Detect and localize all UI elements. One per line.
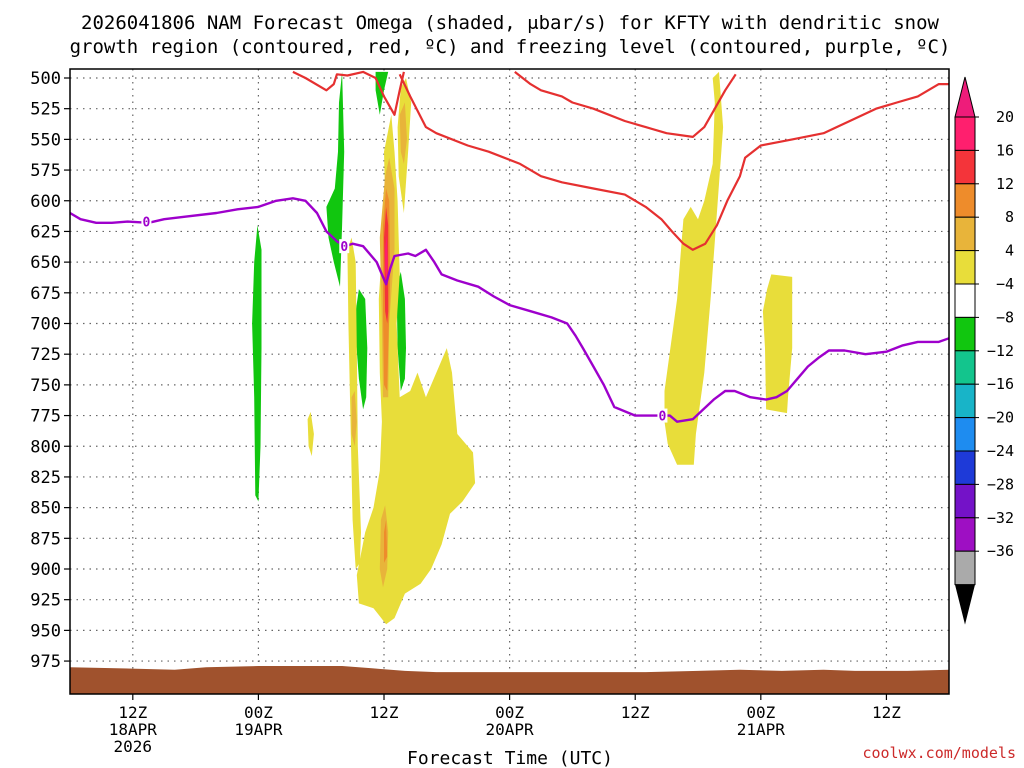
x-tick-label: 18APR	[109, 720, 158, 739]
omega-region-8	[351, 391, 357, 447]
x-tick-label: 00Z	[495, 703, 524, 722]
y-tick-label: 850	[30, 499, 61, 519]
chart-title-line-2: growth region (contoured, red, ºC) and f…	[70, 36, 951, 58]
colorbar-segment	[954, 417, 976, 452]
y-tick-label: 775	[30, 407, 61, 427]
x-tick-label: 12Z	[118, 703, 147, 722]
colorbar-segment	[954, 483, 976, 519]
y-axis: 500 525 550 575 600 625 650 675 700 725 750 775 800 8…	[30, 69, 70, 672]
omega-region-neg8	[355, 289, 368, 410]
colorbar-segment	[954, 283, 976, 318]
y-tick-label: 575	[30, 161, 61, 181]
terrain-surface	[70, 666, 949, 694]
colorbar-segment	[954, 116, 976, 151]
x-tick-label: 12Z	[621, 703, 650, 722]
colorbar-segment	[954, 350, 976, 385]
y-tick-label: 975	[30, 652, 61, 672]
colorbar-label: −36	[987, 542, 1014, 560]
y-tick-label: 825	[30, 468, 61, 488]
colorbar-label: −32	[987, 509, 1014, 527]
colorbar-label: −16	[987, 375, 1014, 393]
y-tick-label: 800	[30, 437, 61, 457]
colorbar-segment	[954, 183, 976, 218]
colorbar-label: 4	[1005, 242, 1014, 260]
omega-region-4	[762, 274, 793, 414]
data-layer: 0 0 0	[70, 70, 949, 694]
y-tick-label: 900	[30, 560, 61, 580]
omega-region-neg8	[396, 271, 406, 391]
colorbar-label: −8	[996, 308, 1014, 326]
x-tick-label: 21APR	[737, 720, 786, 739]
freezing-level-line	[70, 197, 949, 423]
omega-region-12	[384, 519, 388, 563]
colorbar-segment	[954, 216, 976, 252]
colorbar-label: 16	[996, 141, 1014, 159]
x-tick-label: 20APR	[486, 720, 535, 739]
y-tick-label: 500	[30, 69, 61, 89]
colorbar-label: −12	[987, 342, 1014, 360]
y-tick-label: 550	[30, 130, 61, 150]
freezing-contour-label: 0	[659, 410, 667, 425]
colorbar-segment	[954, 316, 976, 352]
colorbar-label: −20	[987, 409, 1014, 427]
freezing-contour-label: 0	[340, 240, 348, 255]
credit-text: coolwx.com/models	[862, 744, 1016, 762]
y-tick-label: 950	[30, 621, 61, 641]
colorbar-label: 8	[1005, 208, 1014, 226]
dendritic-contour-line	[292, 70, 405, 116]
y-tick-label: 750	[30, 376, 61, 396]
omega-region-4	[664, 71, 724, 465]
colorbar-legend: 20 16 12 8 4 −4 −8 −12 −16 −20 −24 −28 −32 −36	[954, 76, 1014, 625]
y-tick-label: 700	[30, 315, 61, 335]
y-tick-label: 725	[30, 345, 61, 365]
omega-region-8	[399, 102, 407, 164]
y-tick-label: 875	[30, 529, 61, 549]
freezing-label-bg	[141, 214, 152, 229]
colorbar-label: 20	[996, 108, 1014, 126]
colorbar-segment	[954, 250, 976, 285]
omega-region-neg8	[252, 225, 262, 502]
colorbar-segment	[954, 450, 976, 485]
colorbar-segment	[954, 383, 976, 419]
x-tick-label: 12Z	[370, 703, 399, 722]
x-tick-label: 00Z	[244, 703, 273, 722]
colorbar-top-arrow	[954, 76, 976, 118]
colorbar-bottom-arrow	[955, 584, 975, 625]
plot-area: 0 0 0	[69, 68, 950, 695]
dendritic-contour-line	[398, 73, 949, 251]
colorbar-label: −28	[987, 475, 1014, 493]
freezing-label-bg	[339, 239, 350, 254]
chart-title-line-1: 2026041806 NAM Forecast Omega (shaded, μ…	[81, 12, 939, 34]
y-tick-label: 650	[30, 253, 61, 273]
y-tick-label: 525	[30, 100, 61, 120]
x-tick-label: 12Z	[872, 703, 901, 722]
freezing-contour-label: 0	[142, 216, 150, 231]
y-tick-label: 625	[30, 222, 61, 242]
x-tick-label: 00Z	[746, 703, 775, 722]
freezing-label-bg	[657, 408, 668, 423]
colorbar-label: −4	[996, 275, 1014, 293]
colorbar-segment	[954, 517, 976, 552]
dendritic-contour-line	[514, 71, 737, 138]
x-tick-label: 19APR	[234, 720, 283, 739]
colorbar-label: −24	[987, 442, 1014, 460]
omega-region-neg8	[326, 71, 345, 287]
y-tick-label: 600	[30, 192, 61, 212]
y-tick-label: 675	[30, 284, 61, 304]
colorbar-label: 12	[996, 175, 1014, 193]
x-axis-label: Forecast Time (UTC)	[407, 748, 613, 768]
y-tick-label: 925	[30, 591, 61, 611]
omega-region-4	[307, 411, 314, 457]
omega-region-20	[385, 235, 388, 281]
colorbar-segment	[954, 550, 976, 586]
x-tick-label: 2026	[114, 737, 153, 756]
colorbar-segment	[954, 149, 976, 185]
